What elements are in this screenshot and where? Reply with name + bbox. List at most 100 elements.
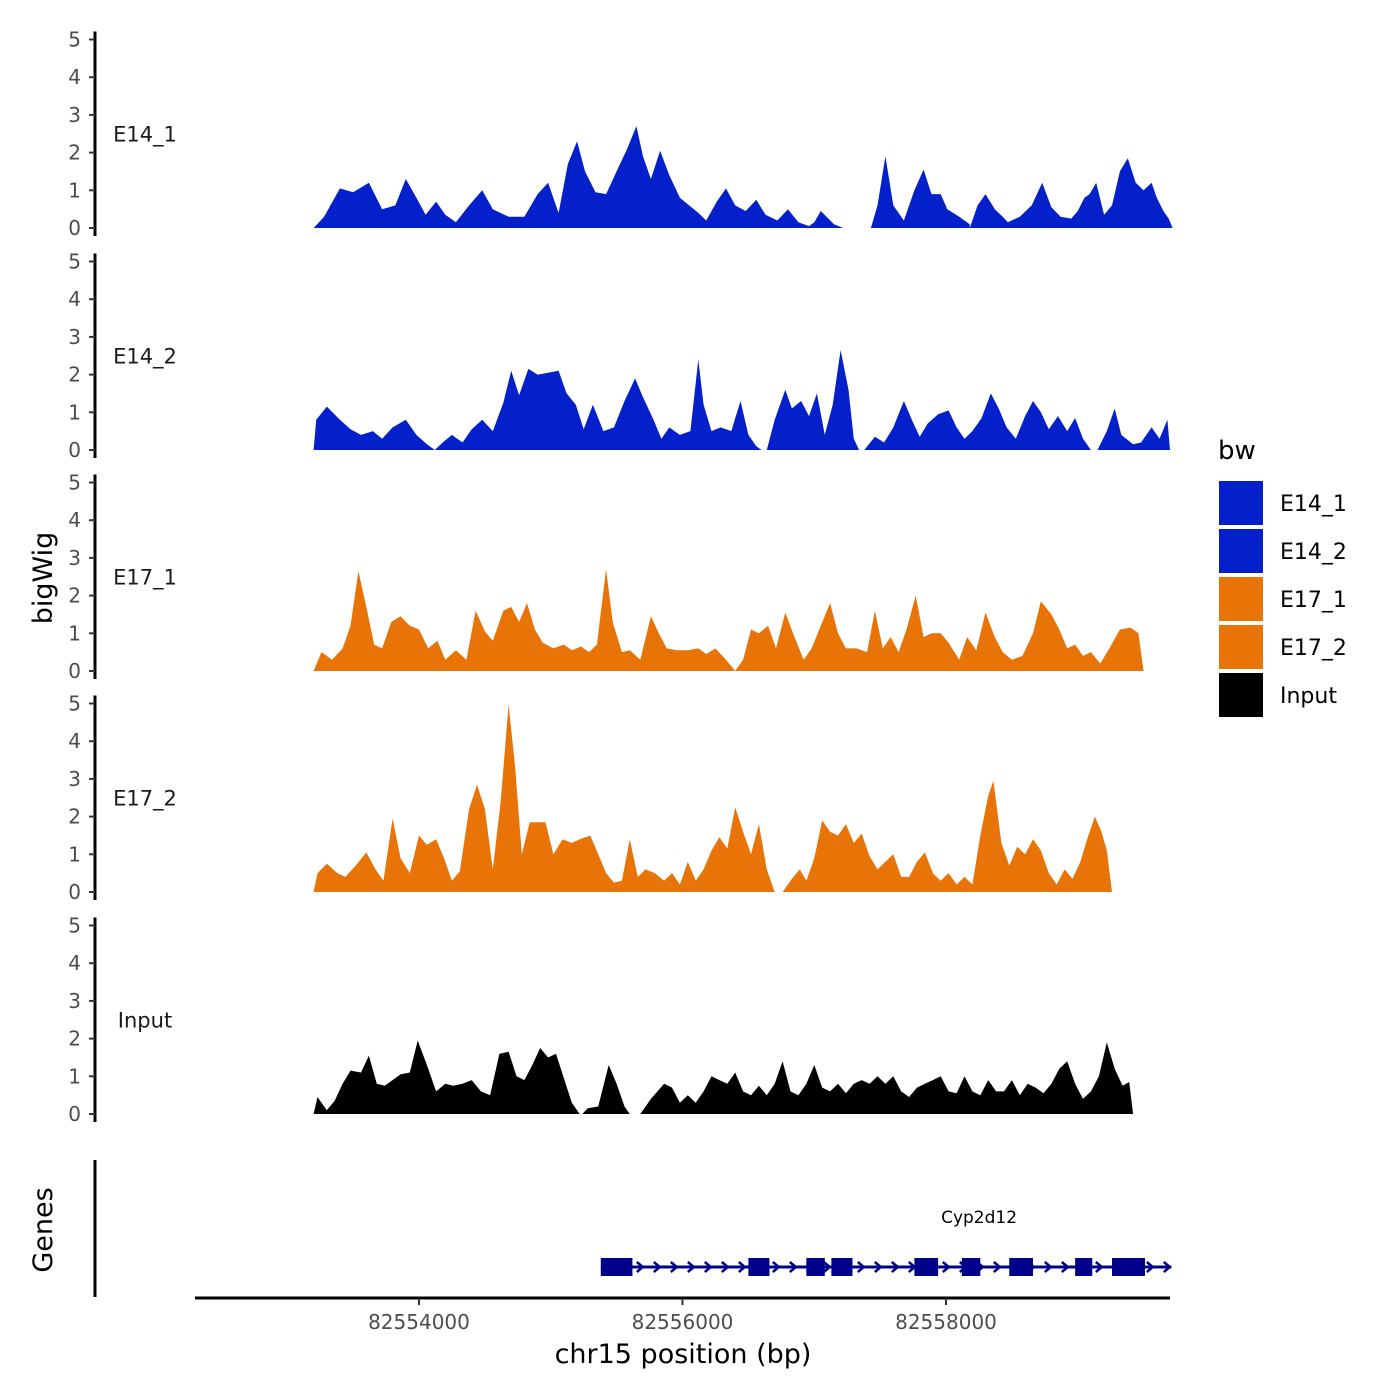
y-tick-label: 1 [68, 1064, 81, 1088]
y-tick-label: 4 [68, 65, 81, 89]
legend-item: E17_2 [1217, 623, 1347, 671]
y-tick-label: 1 [68, 400, 81, 424]
exon [831, 1258, 853, 1276]
y-tick-label: 2 [68, 805, 81, 829]
strand-arrow [687, 1261, 696, 1273]
track-label: E14_1 [113, 122, 177, 147]
legend-label: E17_2 [1280, 636, 1347, 661]
coverage-area [640, 1042, 1134, 1114]
exon [1009, 1258, 1033, 1276]
y-tick-label: 2 [68, 584, 81, 608]
strand-arrow [738, 1261, 747, 1273]
coverage-area [870, 156, 970, 228]
y-tick-label: 5 [68, 250, 81, 274]
strand-arrow [772, 1261, 781, 1273]
y-tick-label: 3 [68, 103, 81, 127]
legend: bw E14_1 E14_2 E17_1 E17_2 Input [1217, 436, 1347, 719]
coverage-area [969, 158, 1173, 228]
exon [1112, 1258, 1145, 1276]
y-tick-label: 1 [68, 842, 81, 866]
legend-title: bw [1218, 436, 1256, 466]
legend-swatch [1217, 527, 1265, 575]
track-label: E17_2 [113, 786, 177, 811]
track-e17-2: 0 1 2 3 4 5 E17_2 [68, 692, 1112, 904]
coverage-area [782, 780, 1112, 892]
y-tick-label: 2 [68, 363, 81, 387]
strand-arrow [857, 1261, 866, 1273]
track-e14-2: 0 1 2 3 4 5 E14_2 [68, 250, 1170, 462]
strand-arrow [891, 1261, 900, 1273]
legend-swatch [1217, 623, 1265, 671]
legend-label: E17_1 [1280, 588, 1347, 613]
strand-arrow [789, 1261, 798, 1273]
coverage-area [313, 704, 775, 892]
coverage-area [313, 359, 762, 450]
y-tick-label: 4 [68, 287, 81, 311]
tracks-panel: 0 1 2 3 4 5 E14_1 0 1 2 3 4 5 E14_2 0 1 2 3 4 5 E17_1 0 1 2 3 4 5 E… [68, 28, 1173, 1126]
exon [748, 1258, 770, 1276]
strand-arrow [1061, 1261, 1070, 1273]
strand-arrow [942, 1261, 951, 1273]
y-tick-label: 3 [68, 546, 81, 570]
gene-cyp2d12: Cyp2d12 [600, 1208, 1172, 1276]
y-tick-label: 0 [68, 216, 81, 240]
y-tick-label: 3 [68, 989, 81, 1013]
y-tick-label: 0 [68, 1102, 81, 1126]
y-tick-label: 1 [68, 178, 81, 202]
y-tick-label: 5 [68, 914, 81, 938]
y-axis-title: bigWig [28, 532, 59, 625]
exon [1075, 1258, 1093, 1276]
legend-item: E17_1 [1217, 575, 1347, 623]
coverage-area [864, 393, 1091, 450]
strand-arrow [823, 1261, 832, 1273]
genes-axis-title: Genes [28, 1187, 59, 1272]
x-axis-title: chr15 position (bp) [555, 1339, 812, 1370]
x-axis: 82554000 82556000 82558000 [195, 1296, 1170, 1334]
legend-label: Input [1280, 684, 1337, 709]
track-label: E17_1 [113, 565, 177, 590]
strand-arrow [704, 1261, 713, 1273]
coverage-area [766, 350, 860, 450]
coverage-area [582, 1065, 630, 1114]
y-tick-label: 0 [68, 659, 81, 683]
legend-swatch [1217, 479, 1265, 527]
coverage-area [313, 1040, 580, 1114]
track-e14-1: 0 1 2 3 4 5 E14_1 [68, 28, 1173, 240]
y-tick-label: 4 [68, 508, 81, 532]
legend-item: E14_1 [1217, 479, 1347, 527]
coverage-area [313, 569, 1144, 671]
strand-arrow [653, 1261, 662, 1273]
track-e17-1: 0 1 2 3 4 5 E17_1 [68, 471, 1144, 683]
x-tick-label: 82554000 [368, 1310, 470, 1334]
exon [914, 1258, 939, 1276]
coverage-area [1097, 408, 1170, 450]
strand-arrow [993, 1261, 1002, 1273]
track-input: 0 1 2 3 4 5 Input [68, 914, 1134, 1126]
strand-arrow [636, 1261, 645, 1273]
y-tick-label: 4 [68, 729, 81, 753]
track-label: Input [118, 1008, 172, 1032]
gene-label: Cyp2d12 [941, 1208, 1017, 1228]
strand-arrow [1044, 1261, 1053, 1273]
y-tick-label: 0 [68, 880, 81, 904]
y-tick-label: 0 [68, 438, 81, 462]
track-label: E14_2 [113, 344, 177, 369]
legend-item: Input [1217, 671, 1337, 719]
coverage-area [313, 126, 844, 228]
y-tick-label: 2 [68, 141, 81, 165]
y-tick-label: 3 [68, 325, 81, 349]
genes-panel: Cyp2d12 [93, 1160, 1172, 1297]
x-tick-label: 82556000 [632, 1310, 734, 1334]
legend-label: E14_1 [1280, 492, 1347, 517]
y-tick-label: 4 [68, 951, 81, 975]
x-tick-label: 82558000 [895, 1310, 997, 1334]
strand-arrow [1095, 1261, 1104, 1273]
legend-item: E14_2 [1217, 527, 1347, 575]
strand-arrow [874, 1261, 883, 1273]
y-tick-label: 3 [68, 767, 81, 791]
y-tick-label: 1 [68, 621, 81, 645]
strand-arrow [1146, 1261, 1155, 1273]
legend-swatch [1217, 671, 1265, 719]
y-tick-label: 2 [68, 1027, 81, 1051]
